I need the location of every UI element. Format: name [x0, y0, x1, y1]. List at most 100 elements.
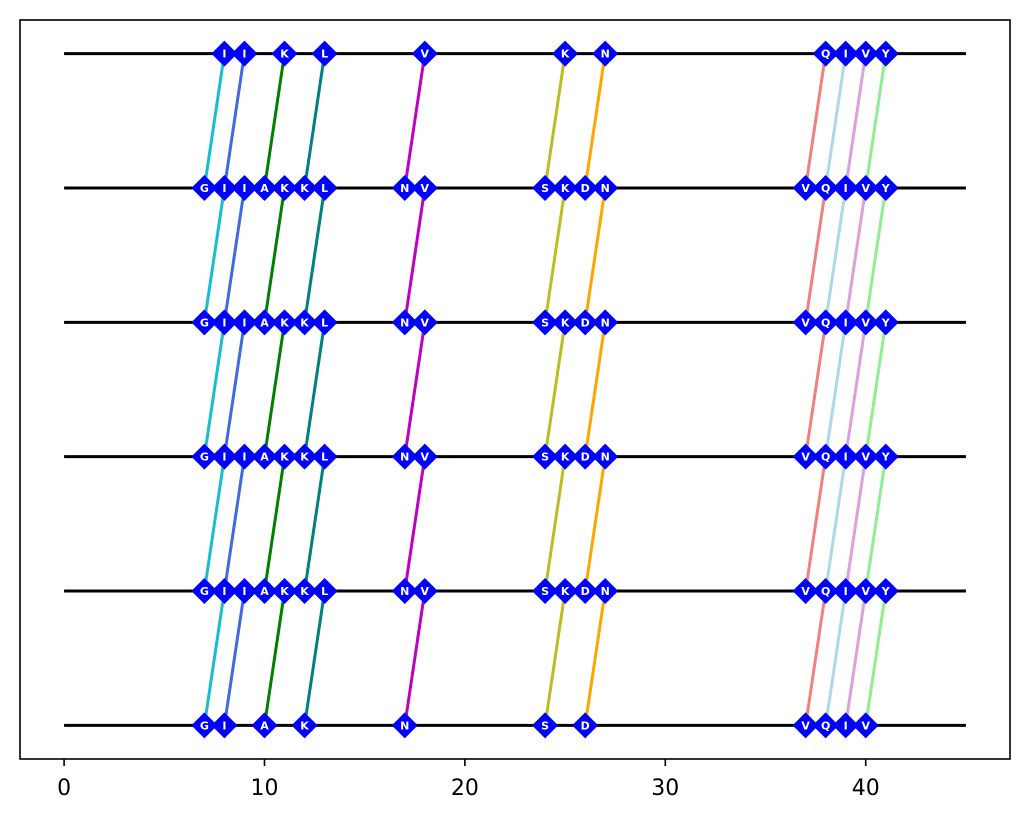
residue-marker-0-0: G [191, 712, 218, 739]
residue-label: V [861, 719, 870, 732]
residue-diamond [592, 40, 619, 67]
connection-line-3-3 [303, 187, 327, 323]
residue-marker-1-2: I [231, 578, 258, 605]
residue-label: L [321, 451, 328, 464]
residue-label: Y [881, 48, 891, 61]
connection-line-4-3 [403, 187, 427, 323]
residue-diamond [271, 40, 298, 67]
residue-marker-4-8: V [411, 174, 438, 201]
residue-marker-2-4: K [271, 443, 298, 470]
residue-marker-0-7: V [792, 712, 819, 739]
residue-marker-4-10: K [552, 174, 579, 201]
residue-marker-2-5: K [291, 443, 318, 470]
residue-marker-3-17: Y [872, 309, 899, 336]
residue-marker-5-0: I [211, 40, 238, 67]
residue-label: K [280, 585, 289, 598]
residue-diamond [231, 40, 258, 67]
residue-label: Y [881, 585, 891, 598]
residue-marker-2-8: V [411, 443, 438, 470]
residue-label: I [222, 585, 226, 598]
residue-marker-3-7: N [391, 309, 418, 336]
residue-marker-5-9: V [852, 40, 879, 67]
residue-marker-3-13: V [792, 309, 819, 336]
connection-line-1-2 [222, 322, 246, 457]
residue-markers: G I A K N S D V Q I VG I I A K K L N V S K D N V Q I V YG I I A K K L N V S K… [191, 40, 899, 739]
residue-label: K [561, 48, 570, 61]
residue-label: I [844, 182, 848, 195]
residue-diamond [271, 578, 298, 605]
residue-label: V [421, 182, 430, 195]
residue-marker-2-2: I [231, 443, 258, 470]
residue-marker-2-16: V [852, 443, 879, 470]
residue-diamond [812, 443, 839, 470]
plot-frame [19, 19, 1011, 760]
residue-diamond [191, 578, 218, 605]
connection-line-10-2 [864, 322, 888, 457]
residue-marker-4-14: Q [812, 174, 839, 201]
connection-line-3-2 [303, 322, 327, 457]
residue-diamond [552, 578, 579, 605]
residue-label: K [561, 316, 570, 329]
residue-diamond [251, 309, 278, 336]
residue-marker-1-12: N [592, 578, 619, 605]
residue-marker-1-16: V [852, 578, 879, 605]
residue-diamond [211, 578, 238, 605]
connection-line-2-3 [263, 187, 287, 323]
residue-diamond [792, 712, 819, 739]
residue-label: V [421, 585, 430, 598]
residue-label: Q [821, 316, 830, 329]
residue-diamond [832, 578, 859, 605]
residue-diamond [391, 174, 418, 201]
residue-marker-2-7: N [391, 443, 418, 470]
residue-marker-2-1: I [211, 443, 238, 470]
residue-label: V [801, 585, 810, 598]
connection-line-0-1 [202, 456, 226, 592]
residue-marker-2-17: Y [872, 443, 899, 470]
residue-diamond [251, 174, 278, 201]
residue-diamond [812, 40, 839, 67]
residue-label: K [561, 451, 570, 464]
residue-label: S [541, 719, 549, 732]
residue-marker-3-16: V [852, 309, 879, 336]
residue-marker-3-3: A [251, 309, 278, 336]
residue-marker-4-13: V [792, 174, 819, 201]
connection-line-0-2 [202, 322, 226, 457]
residue-marker-3-8: V [411, 309, 438, 336]
residue-diamond [812, 174, 839, 201]
residue-diamond [271, 309, 298, 336]
residue-diamond [211, 712, 238, 739]
residue-marker-1-11: D [572, 578, 599, 605]
residue-diamond [391, 443, 418, 470]
residue-label: V [861, 48, 870, 61]
residue-diamond [572, 712, 599, 739]
residue-label: S [541, 585, 549, 598]
residue-marker-5-6: N [592, 40, 619, 67]
residue-marker-0-10: V [852, 712, 879, 739]
connection-line-4-1 [403, 456, 427, 592]
residue-label: N [601, 585, 610, 598]
connection-line-7-2 [804, 322, 828, 457]
residue-label: N [400, 719, 409, 732]
residue-marker-4-5: K [291, 174, 318, 201]
connection-line-6-0 [583, 590, 607, 726]
residue-marker-1-1: I [211, 578, 238, 605]
x-axis: 0 10 20 30 40 [57, 759, 880, 801]
residue-label: K [280, 48, 289, 61]
residue-diamond [852, 443, 879, 470]
residue-marker-0-6: D [572, 712, 599, 739]
connection-line-6-3 [583, 187, 607, 323]
connection-line-10-1 [864, 456, 888, 592]
connection-line-7-3 [804, 187, 828, 323]
residue-diamond [552, 174, 579, 201]
residue-marker-4-6: L [311, 174, 338, 201]
residue-label: K [561, 585, 570, 598]
residue-diamond [572, 174, 599, 201]
residue-marker-5-2: K [271, 40, 298, 67]
x-tick-label-3: 30 [651, 776, 679, 801]
residue-label: V [801, 719, 810, 732]
connection-line-8-2 [824, 322, 848, 457]
residue-marker-1-5: K [291, 578, 318, 605]
residue-label: V [421, 451, 430, 464]
residue-marker-2-14: Q [812, 443, 839, 470]
residue-diamond [411, 40, 438, 67]
